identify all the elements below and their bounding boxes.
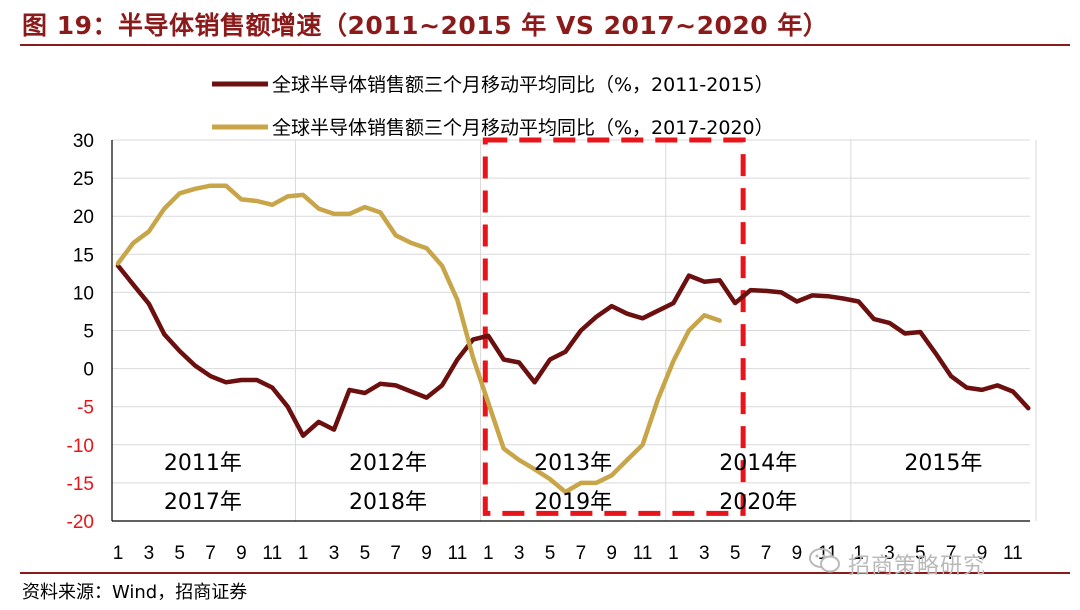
x-tick-label: 7 <box>946 543 957 564</box>
x-tick-label: 1 <box>668 543 679 564</box>
chart-title: 图 19：半导体销售额增速（2011~2015 年 VS 2017~2020 年… <box>22 11 829 40</box>
chart-legend: 全球半导体销售额三个月移动平均同比（%，2011-2015） 全球半导体销售额三个… <box>212 74 774 139</box>
year-label-lower: 2020年 <box>719 490 797 515</box>
year-label-lower: 2018年 <box>349 490 427 515</box>
x-tick-label: 5 <box>915 543 926 564</box>
source-note: 资料来源：Wind，招商证券 <box>22 582 248 603</box>
year-label-upper: 2011年 <box>164 451 242 476</box>
legend-label-1: 全球半导体销售额三个月移动平均同比（%，2011-2015） <box>272 74 774 96</box>
year-label-upper: 2012年 <box>349 451 427 476</box>
x-tick-label: 5 <box>360 543 371 564</box>
x-tick-label: 9 <box>792 543 803 564</box>
x-tick-label: 7 <box>761 543 772 564</box>
x-tick-label: 7 <box>576 543 587 564</box>
x-tick-label: 3 <box>514 543 525 564</box>
x-tick-label: 3 <box>329 543 340 564</box>
source-rule <box>20 572 1070 574</box>
y-tick-label: 30 <box>73 131 94 152</box>
y-tick-label: 5 <box>83 322 94 343</box>
x-tick-label: 1 <box>113 543 124 564</box>
x-tick-label: 1 <box>853 543 864 564</box>
x-tick-label: 7 <box>390 543 401 564</box>
x-tick-label: 9 <box>236 543 247 564</box>
x-tick-label: 5 <box>174 543 185 564</box>
x-tick-label: 11 <box>633 543 653 564</box>
chart-series-lines <box>115 183 1031 495</box>
series-line-1 <box>115 263 1031 438</box>
x-tick-label: 1 <box>483 543 494 564</box>
y-tick-label: 25 <box>73 169 94 190</box>
wechat-icon <box>809 548 840 573</box>
y-tick-label: -5 <box>77 398 94 419</box>
x-tick-label: 5 <box>730 543 741 564</box>
year-label-lower: 2019年 <box>534 490 612 515</box>
x-tick-label: 1 <box>298 543 309 564</box>
year-label-upper: 2014年 <box>719 451 797 476</box>
x-tick-label: 9 <box>606 543 617 564</box>
highlight-box <box>482 137 746 516</box>
x-tick-label: 5 <box>545 543 556 564</box>
y-tick-label: -20 <box>67 512 94 533</box>
y-tick-label: 0 <box>83 360 94 381</box>
legend-label-2: 全球半导体销售额三个月移动平均同比（%，2017-2020） <box>272 117 774 139</box>
x-tick-label: 11 <box>1003 543 1023 564</box>
y-tick-label: 15 <box>73 245 94 266</box>
year-label-upper: 2013年 <box>534 451 612 476</box>
x-tick-label: 3 <box>884 543 895 564</box>
watermark: 招商策略研究 <box>848 554 987 579</box>
year-label-upper: 2015年 <box>904 451 982 476</box>
x-tick-label: 9 <box>421 543 432 564</box>
x-tick-label: 11 <box>448 543 468 564</box>
series-line-2 <box>115 183 722 495</box>
y-tick-label: 10 <box>73 283 94 304</box>
x-axis-tick-labels: 1 3 5 7 9 11 1 3 5 7 9 11 1 3 5 7 9 11 1 3 5 7 9 11 1 3 5 7 9 11 <box>113 543 1023 564</box>
y-tick-label: -15 <box>67 474 94 495</box>
y-axis-tick-labels: 30 25 20 15 10 5 0 -5 -10 -15 -20 <box>67 131 94 533</box>
title-underline <box>20 44 1070 46</box>
year-label-lower: 2017年 <box>164 490 242 515</box>
x-tick-label: 3 <box>699 543 710 564</box>
y-tick-label: -10 <box>67 436 94 457</box>
year-labels: 2011年 2012年 2013年 2014年 2015年 2017年 2018年 2019年… <box>164 451 983 515</box>
y-tick-label: 20 <box>73 207 94 228</box>
x-tick-label: 3 <box>144 543 155 564</box>
x-tick-label: 7 <box>205 543 216 564</box>
x-tick-label: 11 <box>262 543 282 564</box>
x-tick-label: 9 <box>977 543 988 564</box>
highlight-box-group <box>482 137 746 516</box>
chart-axes <box>111 140 1030 522</box>
